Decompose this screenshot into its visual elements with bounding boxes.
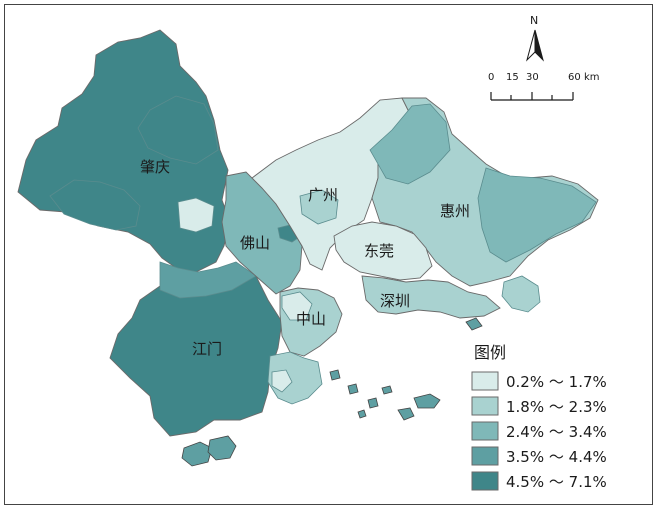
islands (181, 317, 483, 467)
region-zhaoqing-light (177, 197, 215, 233)
legend: 图例 0.2% ～ 1.7% 1.8% ～ 2.3% 2.4% ～ 3.4% 3… (471, 343, 607, 491)
city-label-huizhou: 惠州 (440, 202, 470, 220)
legend-label: 4.5% ～ 7.1% (506, 473, 607, 491)
region-zhaoqing-south (49, 179, 141, 231)
city-labels: 肇庆 广州 惠州 佛山 东莞 深圳 中山 江门 (140, 158, 470, 358)
legend-item: 2.4% ～ 3.4% (471, 421, 607, 441)
scale-tick-label: 30 (526, 72, 539, 83)
region-guangzhou-mid (299, 189, 339, 225)
legend-label: 1.8% ～ 2.3% (506, 398, 607, 416)
city-label-jiangmen: 江门 (192, 340, 222, 358)
island (347, 383, 359, 395)
island (329, 369, 341, 381)
island (357, 409, 367, 419)
north-arrow: N (526, 14, 544, 62)
region-dongguan (333, 221, 433, 281)
legend-label: 2.4% ～ 3.4% (506, 423, 607, 441)
legend-title: 图例 (474, 343, 506, 362)
scale-bar-line (490, 92, 574, 101)
region-zhongshan-light (281, 291, 313, 321)
legend-label: 3.5% ～ 4.4% (506, 448, 607, 466)
north-label: N (530, 14, 538, 27)
scale-tick-label: 0 (488, 72, 494, 83)
legend-swatch (471, 446, 499, 466)
region-zhaoqing-core (137, 95, 219, 165)
region-huizhou-north (369, 103, 451, 185)
island (381, 385, 393, 395)
city-label-dongguan: 东莞 (364, 242, 394, 260)
legend-item: 1.8% ～ 2.3% (471, 396, 607, 416)
region-huizhou-east (477, 167, 597, 263)
island (367, 397, 379, 409)
region-shenzhen (361, 275, 501, 319)
legend-item: 4.5% ～ 7.1% (471, 471, 607, 491)
scale-tick-label: 60 (568, 72, 581, 83)
scale-unit: km (584, 72, 600, 83)
legend-item: 0.2% ～ 1.7% (471, 371, 607, 391)
region-east-peninsula (501, 275, 541, 313)
regions (17, 29, 599, 437)
city-label-zhaoqing: 肇庆 (140, 158, 170, 176)
legend-label: 0.2% ～ 1.7% (506, 373, 607, 391)
city-label-shenzhen: 深圳 (380, 292, 410, 310)
region-zhuhai-light (271, 369, 293, 393)
legend-swatch (471, 421, 499, 441)
island (397, 407, 415, 421)
city-label-foshan: 佛山 (240, 234, 270, 252)
legend-swatch (471, 396, 499, 416)
island (465, 317, 483, 331)
island (413, 393, 441, 409)
legend-swatch (471, 471, 499, 491)
island (181, 441, 213, 467)
scale-bar: 0 15 30 60 km (488, 72, 600, 101)
island (207, 435, 237, 461)
city-label-zhongshan: 中山 (296, 310, 326, 328)
legend-swatch (471, 371, 499, 391)
north-arrow-icon (526, 29, 544, 62)
city-label-guangzhou: 广州 (308, 186, 338, 204)
legend-item: 3.5% ～ 4.4% (471, 446, 607, 466)
scale-tick-label: 15 (506, 72, 519, 83)
